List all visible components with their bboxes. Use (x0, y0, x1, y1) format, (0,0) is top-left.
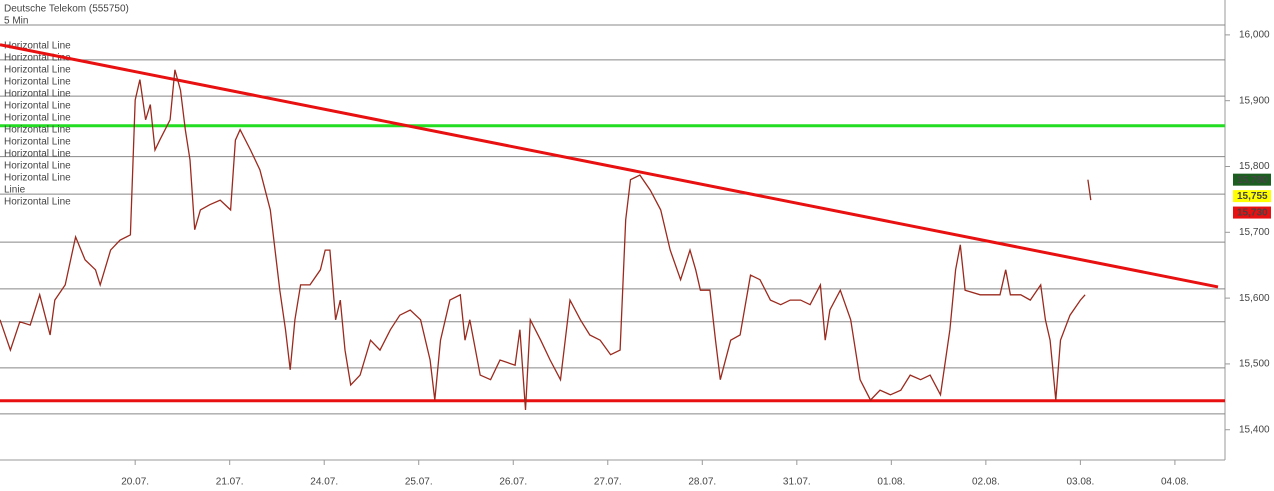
drawing-label: Horizontal Line (4, 41, 71, 52)
x-tick-label: 28.07. (688, 477, 716, 488)
price-tag-label: 15,780 (1237, 175, 1268, 186)
y-tick-label: 15,500 (1239, 359, 1270, 370)
x-tick-label: 31.07. (783, 477, 811, 488)
price-tag (1233, 173, 1271, 186)
drawing-label: Horizontal Line (4, 113, 71, 124)
trend-line (0, 43, 1219, 289)
price-tag (1233, 206, 1271, 219)
drawing-label: Horizontal Line (4, 197, 71, 208)
x-tick-label: 20.07. (121, 477, 149, 488)
drawing-label: Horizontal Line (4, 125, 71, 136)
y-tick-label: 15,800 (1239, 161, 1270, 172)
y-tick-label: 15,900 (1239, 95, 1270, 106)
y-tick-label: 15,400 (1239, 424, 1270, 435)
drawing-label: Horizontal Line (4, 101, 71, 112)
x-tick-label: 01.08. (877, 477, 905, 488)
drawing-label: Linie (4, 185, 26, 196)
x-tick-label: 24.07. (310, 477, 338, 488)
drawing-label: Horizontal Line (4, 173, 71, 184)
drawing-label: Horizontal Line (4, 53, 71, 64)
chart-title: Deutsche Telekom (555750) (4, 4, 129, 15)
price-tag-label: 15,755 (1237, 191, 1268, 202)
chart-subtitle: 5 Min (4, 16, 28, 27)
drawing-label: Horizontal Line (4, 77, 71, 88)
y-tick-label: 15,700 (1239, 227, 1270, 238)
drawing-label: Horizontal Line (4, 149, 71, 160)
drawing-label: Horizontal Line (4, 161, 71, 172)
drawing-label: Horizontal Line (4, 137, 71, 148)
x-tick-label: 25.07. (405, 477, 433, 488)
x-tick-label: 03.08. (1066, 477, 1094, 488)
x-tick-label: 04.08. (1161, 477, 1189, 488)
price-tag (1233, 190, 1271, 203)
x-tick-label: 27.07. (594, 477, 622, 488)
x-tick-label: 02.08. (972, 477, 1000, 488)
x-tick-label: 21.07. (216, 477, 244, 488)
price-line (0, 69, 1092, 411)
price-tag-label: 15,730 (1237, 208, 1268, 219)
y-tick-label: 16,000 (1239, 30, 1270, 41)
x-tick-label: 26.07. (499, 477, 527, 488)
y-tick-label: 15,600 (1239, 293, 1270, 304)
drawing-label: Horizontal Line (4, 65, 71, 76)
drawing-label: Horizontal Line (4, 89, 71, 100)
